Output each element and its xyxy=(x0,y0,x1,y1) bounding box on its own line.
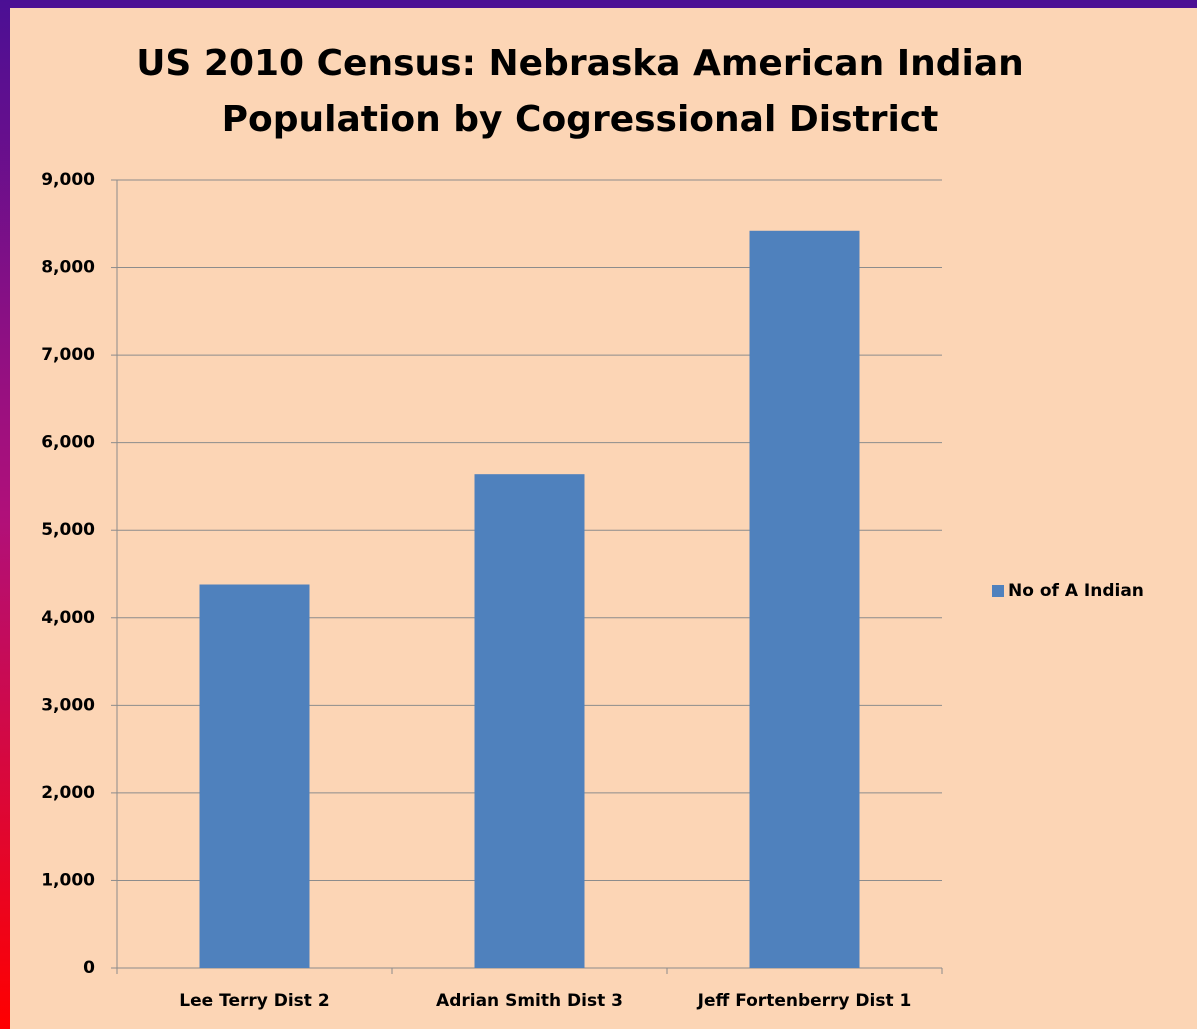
y-tick-label: 1,000 xyxy=(41,870,95,890)
x-tick-label: Jeff Fortenberry Dist 1 xyxy=(697,991,912,1011)
y-tick-label: 5,000 xyxy=(41,520,95,540)
legend-swatch xyxy=(992,585,1004,597)
y-tick-label: 8,000 xyxy=(41,258,95,278)
legend-label: No of A Indian xyxy=(1008,581,1144,601)
x-tick-label: Adrian Smith Dist 3 xyxy=(436,991,623,1011)
y-tick-label: 4,000 xyxy=(41,608,95,628)
y-tick-label: 7,000 xyxy=(41,345,95,365)
y-tick-label: 3,000 xyxy=(41,695,95,715)
chart-title: US 2010 Census: Nebraska American Indian… xyxy=(136,43,1024,140)
bar xyxy=(199,584,310,968)
y-tick-label: 2,000 xyxy=(41,783,95,803)
y-tick-label: 0 xyxy=(83,958,95,978)
x-tick-label: Lee Terry Dist 2 xyxy=(179,991,329,1011)
y-tick-label: 9,000 xyxy=(41,170,95,190)
y-tick-label: 6,000 xyxy=(41,433,95,453)
bar xyxy=(749,230,860,968)
bar xyxy=(474,474,585,968)
